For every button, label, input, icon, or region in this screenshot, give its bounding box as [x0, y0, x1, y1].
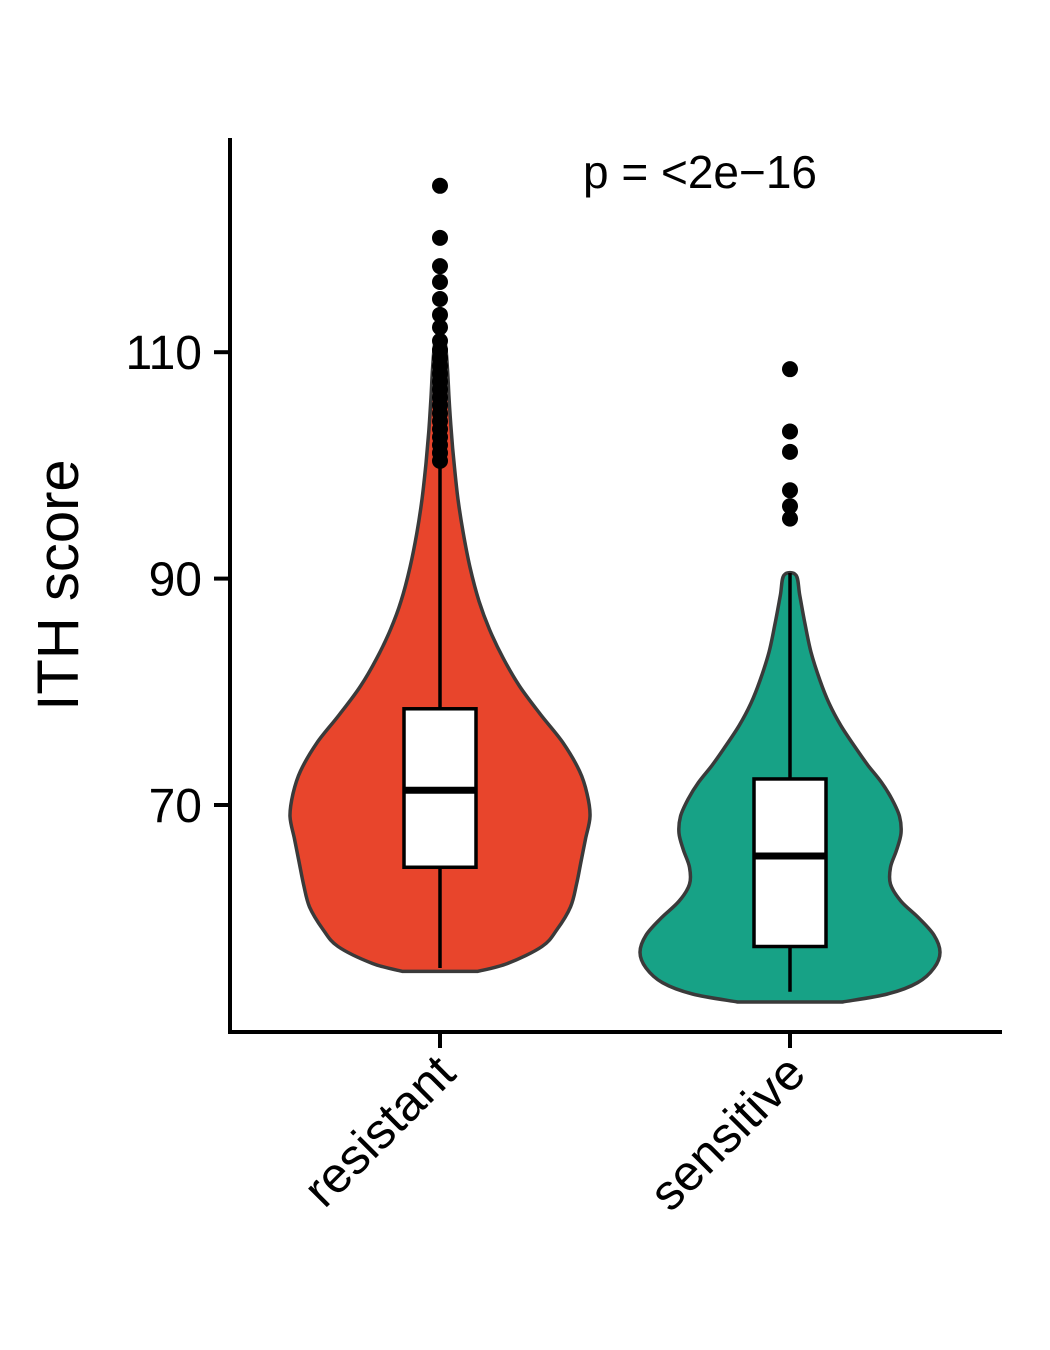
- x-tick-label-resistant: resistant: [293, 1044, 466, 1217]
- outlier-point-sensitive: [782, 482, 798, 499]
- outlier-point-sensitive: [782, 498, 798, 515]
- outlier-point-sensitive: [782, 443, 798, 460]
- box-sensitive: [752, 777, 828, 949]
- outlier-point-resistant: [432, 290, 448, 307]
- outlier-point-sensitive: [782, 510, 798, 527]
- outlier-point-sensitive: [782, 361, 798, 378]
- outlier-point-resistant: [432, 452, 448, 469]
- x-tick-label-sensitive: sensitive: [639, 1044, 816, 1221]
- y-axis-title: ITH score: [26, 459, 91, 710]
- y-tick-label: 70: [149, 780, 202, 833]
- y-tick-label: 90: [149, 553, 202, 606]
- outlier-point-resistant: [432, 177, 448, 194]
- p-value-annotation: p = <2e−16: [583, 146, 817, 198]
- outlier-point-resistant: [432, 274, 448, 291]
- outlier-point-resistant: [432, 306, 448, 323]
- outlier-point-resistant: [432, 319, 448, 336]
- plot-built-layer: 70 90 110 resistant sensitive: [125, 138, 1002, 1221]
- outlier-point-sensitive: [782, 423, 798, 440]
- outlier-point-resistant: [432, 258, 448, 275]
- outlier-point-resistant: [432, 229, 448, 246]
- y-tick-label: 110: [125, 327, 202, 380]
